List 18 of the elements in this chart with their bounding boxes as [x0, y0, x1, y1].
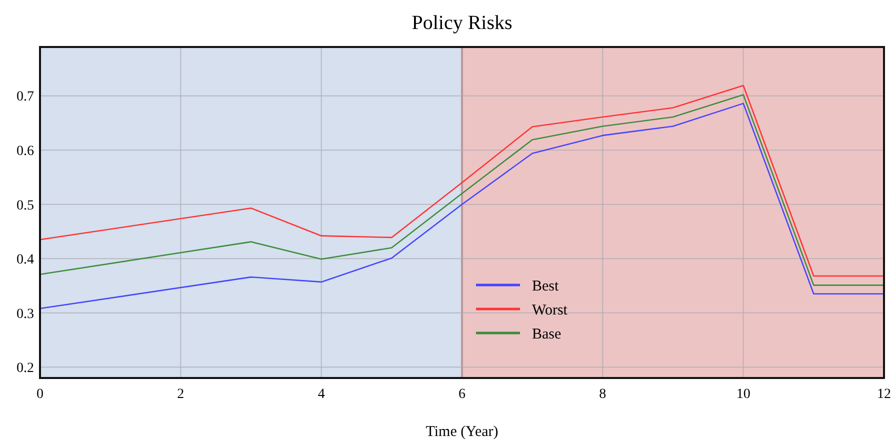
x-tick-label: 8 [599, 387, 606, 402]
y-tick-label: 0.7 [16, 90, 34, 105]
chart-title: Policy Risks [412, 12, 513, 34]
x-tick-label: 10 [736, 387, 750, 402]
legend-label: Base [532, 326, 562, 342]
x-tick-label: 0 [36, 387, 44, 402]
x-tick-label: 2 [177, 387, 184, 402]
legend-label: Best [532, 278, 560, 294]
x-tick-label: 4 [318, 387, 325, 402]
y-tick-label: 0.5 [16, 198, 34, 214]
y-tick-label: 0.2 [16, 361, 34, 376]
y-tick-label: 0.6 [16, 144, 34, 159]
x-tick-label: 6 [458, 387, 466, 402]
y-tick-label: 0.3 [16, 306, 34, 322]
legend-label: Worst [532, 302, 568, 318]
y-tick-label: 0.4 [16, 252, 34, 268]
x-tick-label: 12 [877, 387, 891, 402]
x-axis-title: Time (Year) [426, 424, 498, 440]
